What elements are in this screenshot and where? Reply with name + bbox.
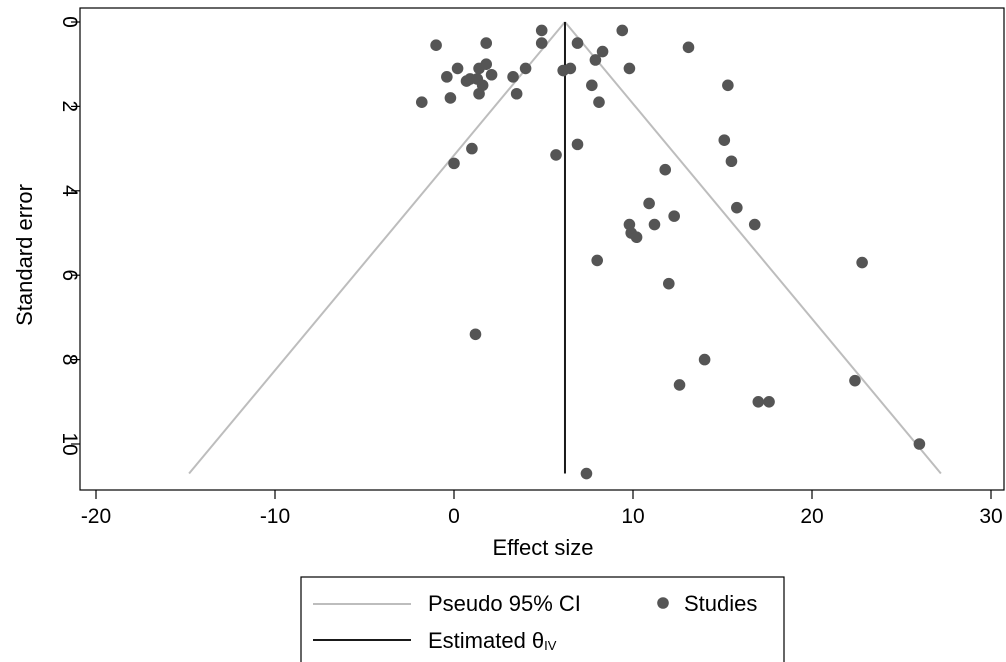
y-tick-label: 8 xyxy=(58,354,81,366)
study-point xyxy=(441,71,453,83)
study-point xyxy=(752,396,765,408)
study-point xyxy=(593,96,605,108)
study-point xyxy=(722,79,734,92)
study-point xyxy=(673,379,686,391)
study-point xyxy=(748,218,761,231)
study-point xyxy=(564,62,577,75)
y-tick-label: 0 xyxy=(58,16,81,28)
study-point xyxy=(596,45,609,58)
study-point xyxy=(480,58,493,70)
study-point xyxy=(643,197,655,210)
study-point xyxy=(659,163,672,176)
study-point xyxy=(589,54,602,66)
study-point xyxy=(580,467,593,480)
y-tick-label: 10 xyxy=(58,432,81,455)
study-point xyxy=(485,68,498,81)
pseudo-ci-left-line xyxy=(188,21,566,475)
study-point xyxy=(682,41,695,54)
study-point xyxy=(448,157,460,170)
legend-box xyxy=(300,576,785,662)
study-point xyxy=(856,256,868,269)
plot-frame xyxy=(79,7,1005,491)
legend-theta-label: Estimated θIV xyxy=(428,628,557,653)
legend-studies-label: Studies xyxy=(684,591,757,616)
legend: Pseudo 95% CI Studies Estimated θIV xyxy=(300,576,785,662)
legend-theta-main: Estimated θ xyxy=(428,628,544,653)
study-point xyxy=(451,62,464,75)
study-point xyxy=(480,37,493,49)
legend-theta-subscript: IV xyxy=(544,638,557,653)
study-point xyxy=(550,149,562,161)
study-point xyxy=(510,87,523,100)
study-point xyxy=(648,218,661,231)
study-point xyxy=(444,92,457,104)
axes: -20 -10 0 10 20 30 0 2 4 6 8 10 xyxy=(58,7,1005,528)
study-point xyxy=(698,353,711,366)
study-point xyxy=(725,155,738,168)
x-tick-label: 10 xyxy=(621,505,644,528)
study-point xyxy=(415,96,428,108)
study-point xyxy=(507,71,519,83)
study-point xyxy=(586,79,598,92)
x-tick-label: 0 xyxy=(448,505,460,528)
study-point xyxy=(571,37,584,49)
legend-ci-label: Pseudo 95% CI xyxy=(428,591,581,616)
study-point xyxy=(763,396,775,408)
study-point xyxy=(519,62,532,75)
study-point xyxy=(591,254,603,267)
study-point xyxy=(535,24,548,37)
study-point xyxy=(473,87,485,100)
study-point xyxy=(430,39,442,52)
study-point xyxy=(466,142,478,155)
study-point xyxy=(731,201,743,214)
pseudo-ci-right-line xyxy=(564,21,942,475)
study-point xyxy=(630,231,643,244)
y-tick-label: 2 xyxy=(58,101,81,113)
y-tick-label: 6 xyxy=(58,269,81,281)
x-axis-title: Effect size xyxy=(492,535,593,560)
x-tick-label: 20 xyxy=(800,505,823,528)
x-tick-label: -20 xyxy=(81,505,111,528)
study-point xyxy=(535,37,548,49)
x-tick-label: -10 xyxy=(260,505,290,528)
study-point xyxy=(616,24,629,37)
study-point xyxy=(913,438,926,450)
study-point xyxy=(668,210,680,222)
study-point xyxy=(718,134,731,146)
plot-area xyxy=(188,21,942,480)
y-axis-title: Standard error xyxy=(12,184,37,326)
study-point xyxy=(469,328,482,341)
study-point xyxy=(849,374,861,387)
study-point xyxy=(663,277,675,290)
y-tick-label: 4 xyxy=(58,185,81,197)
legend-studies-marker xyxy=(657,597,669,609)
study-point xyxy=(623,62,636,75)
study-point xyxy=(571,138,584,151)
x-tick-label: 30 xyxy=(979,505,1002,528)
